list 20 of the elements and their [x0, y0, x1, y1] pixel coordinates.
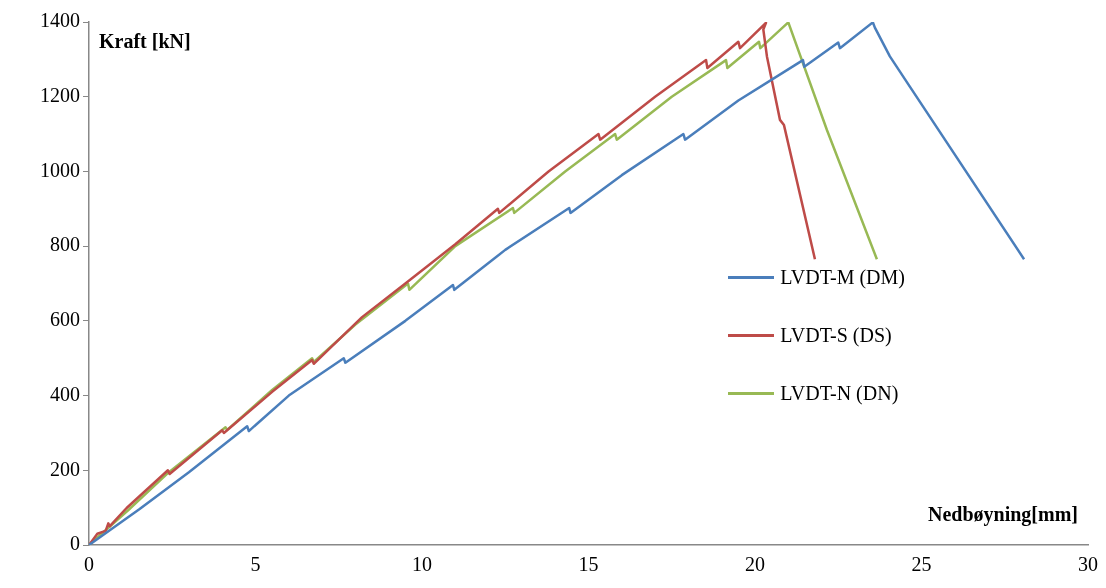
- legend-label: LVDT-N (DN): [780, 382, 899, 405]
- y-axis-title: Kraft [kN]: [99, 30, 191, 53]
- x-tick-label: 0: [84, 553, 94, 576]
- y-tick-label: 1200: [40, 83, 80, 106]
- x-tick-label: 25: [911, 553, 932, 576]
- y-tick-label: 600: [50, 308, 80, 331]
- x-tick-label: 20: [745, 553, 765, 576]
- y-tick-label: 800: [50, 233, 80, 256]
- y-tick-label: 200: [50, 457, 80, 480]
- x-tick-label: 10: [412, 553, 432, 576]
- x-tick-label: 15: [578, 553, 599, 576]
- x-tick-label: 5: [250, 553, 261, 576]
- y-tick-label: 1000: [40, 158, 80, 181]
- legend-label: LVDT-M (DM): [780, 266, 905, 289]
- y-tick-label: 1400: [40, 9, 80, 32]
- x-tick-label: 30: [1078, 553, 1098, 576]
- legend-label: LVDT-S (DS): [780, 324, 892, 347]
- x-axis-title: Nedbøyning[mm]: [927, 503, 1078, 526]
- y-tick-label: 0: [70, 532, 80, 555]
- y-tick-label: 400: [50, 382, 80, 405]
